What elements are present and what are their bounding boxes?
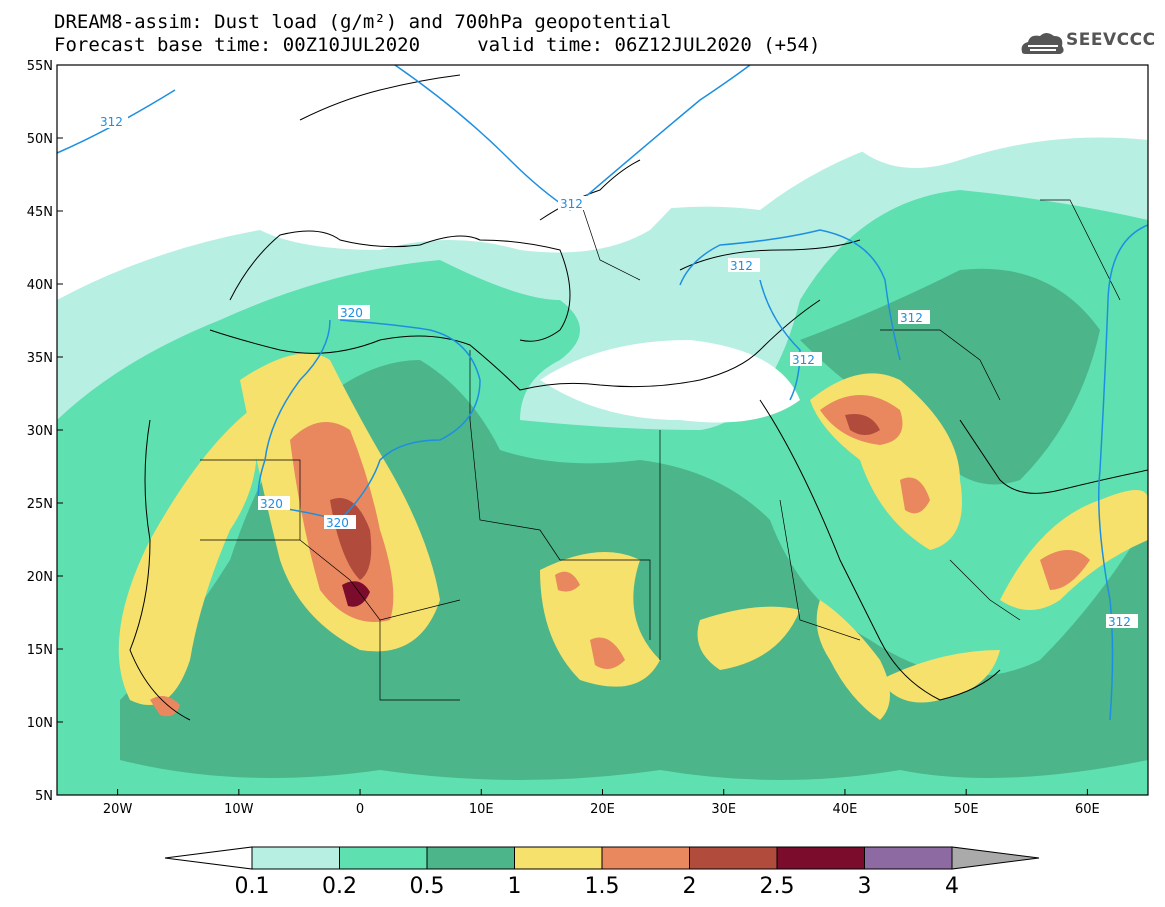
lon-tick-label: 40E xyxy=(833,802,858,817)
chart-title: DREAM8-assim: Dust load (g/m²) and 700hP… xyxy=(54,11,672,33)
colorbar: 0.1 0.2 0.5 1 1.5 2 2.5 3 4 xyxy=(164,846,1040,899)
lat-tick-label: 5N xyxy=(35,789,53,804)
colorbar-level-label: 2 xyxy=(683,874,697,899)
country-borders xyxy=(200,199,1121,701)
lat-tick-label: 20N xyxy=(27,570,53,585)
colorbar-level-label: 3 xyxy=(858,874,872,899)
contour-label: 320 xyxy=(260,497,283,511)
cloud-logo-icon xyxy=(1021,33,1064,54)
contour-labels: 312 312 312 312 312 312 320 320 320 xyxy=(98,114,1138,629)
lat-tick-label: 40N xyxy=(27,278,53,293)
lat-tick-label: 55N xyxy=(27,59,53,74)
colorbar-level-label: 0.1 xyxy=(235,874,270,899)
lat-tick-label: 15N xyxy=(27,643,53,658)
lat-tick-label: 25N xyxy=(27,497,53,512)
chart-subtitle: Forecast base time: 00Z10JUL2020 valid t… xyxy=(54,34,821,56)
lon-tick-label: 50E xyxy=(954,802,979,817)
contour-label: 312 xyxy=(560,197,583,211)
colorbar-left-arrow xyxy=(164,846,253,870)
lat-tick-label: 10N xyxy=(27,716,53,731)
lat-tick-label: 45N xyxy=(27,205,53,220)
colorbar-level-label: 4 xyxy=(945,874,959,899)
contour-label: 312 xyxy=(100,115,123,129)
logo-text: SEEVCCC xyxy=(1066,30,1156,50)
colorbar-level-label: 1 xyxy=(508,874,522,899)
colorbar-swatch xyxy=(514,846,603,870)
colorbar-swatch xyxy=(339,846,428,870)
lon-tick-label: 20E xyxy=(590,802,615,817)
lon-tick-label: 30E xyxy=(711,802,736,817)
colorbar-right-arrow xyxy=(951,846,1040,870)
contour-label: 312 xyxy=(792,353,815,367)
contour-label: 312 xyxy=(730,259,753,273)
lat-tick-label: 35N xyxy=(27,351,53,366)
colorbar-level-label: 2.5 xyxy=(760,874,795,899)
lon-tick-label: 0 xyxy=(356,802,364,817)
lon-tick-label: 10E xyxy=(469,802,494,817)
colorbar-swatch xyxy=(426,846,515,870)
lat-tick-label: 50N xyxy=(27,132,53,147)
axis-ticks: 20W 10W 0 10E 20E 30E 40E 50E 60E 55N 50N 45N 40N 35N… xyxy=(27,59,1100,817)
coastlines xyxy=(129,74,1148,721)
colorbar-swatch xyxy=(864,846,953,870)
colorbar-level-label: 0.5 xyxy=(410,874,445,899)
contour-label: 312 xyxy=(1108,615,1131,629)
lon-tick-label: 20W xyxy=(103,802,133,817)
colorbar-swatch xyxy=(689,846,778,870)
contour-label: 312 xyxy=(900,311,923,325)
colorbar-level-label: 0.2 xyxy=(322,874,357,899)
contour-label: 320 xyxy=(326,516,349,530)
colorbar-level-label: 1.5 xyxy=(585,874,620,899)
colorbar-swatch xyxy=(251,846,340,870)
contour-label: 320 xyxy=(340,306,363,320)
lon-tick-label: 10W xyxy=(224,802,254,817)
dust-field xyxy=(57,65,1148,795)
lon-tick-label: 60E xyxy=(1075,802,1100,817)
lat-tick-label: 30N xyxy=(27,424,53,439)
colorbar-swatch xyxy=(776,846,865,870)
colorbar-swatch xyxy=(601,846,690,870)
